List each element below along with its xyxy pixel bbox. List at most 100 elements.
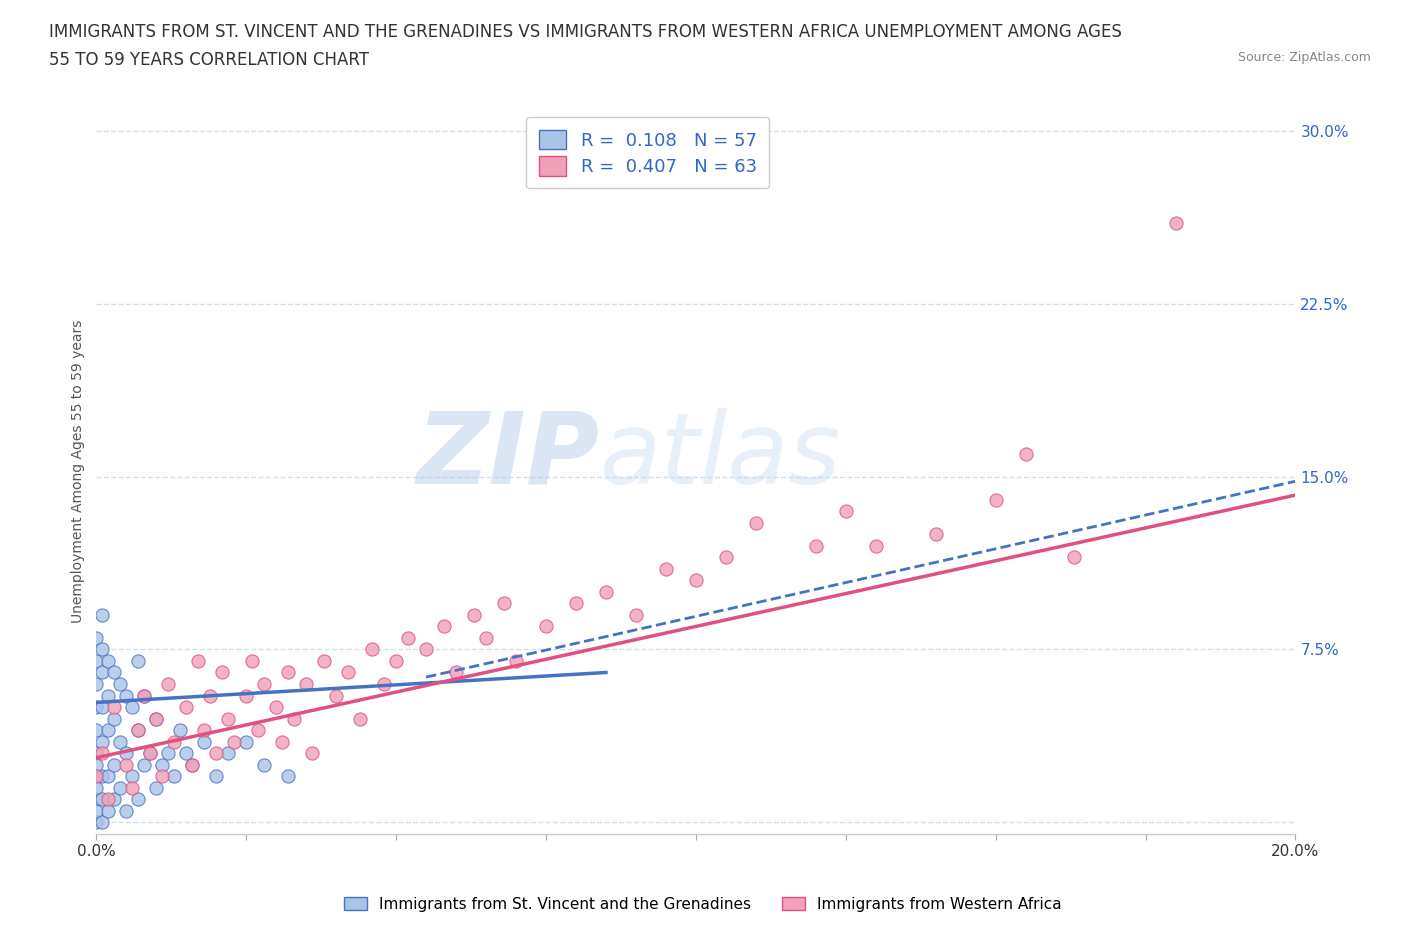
Point xyxy=(415,642,437,657)
Text: Source: ZipAtlas.com: Source: ZipAtlas.com xyxy=(1237,51,1371,64)
Point xyxy=(145,711,167,726)
Point xyxy=(127,654,149,669)
Point xyxy=(745,515,768,530)
Point xyxy=(253,677,276,692)
Point xyxy=(110,677,132,692)
Point xyxy=(349,711,371,726)
Legend: R =  0.108   N = 57, R =  0.407   N = 63: R = 0.108 N = 57, R = 0.407 N = 63 xyxy=(526,117,769,189)
Point xyxy=(492,596,515,611)
Point xyxy=(181,757,204,772)
Point xyxy=(205,746,228,761)
Point xyxy=(86,804,108,818)
Point xyxy=(86,791,108,806)
Point xyxy=(91,769,114,784)
Point xyxy=(127,723,149,737)
Point xyxy=(187,654,209,669)
Point xyxy=(804,538,827,553)
Y-axis label: Unemployment Among Ages 55 to 59 years: Unemployment Among Ages 55 to 59 years xyxy=(72,319,86,622)
Point xyxy=(127,791,149,806)
Text: IMMIGRANTS FROM ST. VINCENT AND THE GRENADINES VS IMMIGRANTS FROM WESTERN AFRICA: IMMIGRANTS FROM ST. VINCENT AND THE GREN… xyxy=(49,23,1122,41)
Point xyxy=(325,688,347,703)
Point xyxy=(91,642,114,657)
Point xyxy=(97,723,120,737)
Point xyxy=(217,746,239,761)
Point xyxy=(103,699,125,714)
Point xyxy=(110,780,132,795)
Point xyxy=(169,723,191,737)
Point xyxy=(271,734,294,749)
Point xyxy=(835,504,858,519)
Point xyxy=(1014,446,1036,461)
Point xyxy=(91,734,114,749)
Point xyxy=(121,769,143,784)
Point xyxy=(157,677,180,692)
Point xyxy=(337,665,360,680)
Point xyxy=(121,699,143,714)
Point xyxy=(240,654,263,669)
Point xyxy=(150,769,173,784)
Point xyxy=(205,769,228,784)
Point xyxy=(115,688,138,703)
Point xyxy=(277,665,299,680)
Point xyxy=(157,746,180,761)
Point xyxy=(134,688,156,703)
Point xyxy=(86,654,108,669)
Point xyxy=(86,815,108,830)
Point xyxy=(115,746,138,761)
Point xyxy=(121,780,143,795)
Point xyxy=(301,746,323,761)
Point xyxy=(110,734,132,749)
Point xyxy=(565,596,588,611)
Point xyxy=(247,723,270,737)
Point xyxy=(134,757,156,772)
Point xyxy=(150,757,173,772)
Point xyxy=(174,746,197,761)
Text: ZIP: ZIP xyxy=(418,408,600,505)
Point xyxy=(163,734,186,749)
Point xyxy=(97,791,120,806)
Point xyxy=(396,631,419,645)
Point xyxy=(235,688,257,703)
Point xyxy=(655,562,678,577)
Point xyxy=(115,804,138,818)
Point xyxy=(97,688,120,703)
Point xyxy=(86,769,108,784)
Point xyxy=(91,607,114,622)
Point xyxy=(86,780,108,795)
Point xyxy=(86,757,108,772)
Point xyxy=(145,780,167,795)
Point xyxy=(134,688,156,703)
Point xyxy=(91,815,114,830)
Text: 55 TO 59 YEARS CORRELATION CHART: 55 TO 59 YEARS CORRELATION CHART xyxy=(49,51,370,69)
Point xyxy=(97,654,120,669)
Point xyxy=(264,699,287,714)
Point xyxy=(433,619,456,634)
Point xyxy=(86,699,108,714)
Point xyxy=(463,607,485,622)
Point xyxy=(181,757,204,772)
Point xyxy=(211,665,233,680)
Point xyxy=(163,769,186,784)
Point xyxy=(534,619,557,634)
Point xyxy=(86,769,108,784)
Point xyxy=(200,688,222,703)
Point xyxy=(685,573,707,588)
Point xyxy=(1164,216,1187,231)
Point xyxy=(1063,550,1085,565)
Point xyxy=(295,677,318,692)
Point xyxy=(714,550,737,565)
Point xyxy=(925,526,948,541)
Point xyxy=(103,665,125,680)
Point xyxy=(984,492,1007,507)
Point xyxy=(385,654,408,669)
Point xyxy=(86,631,108,645)
Point xyxy=(115,757,138,772)
Point xyxy=(103,711,125,726)
Point xyxy=(193,723,215,737)
Point xyxy=(865,538,887,553)
Point xyxy=(283,711,305,726)
Point xyxy=(314,654,336,669)
Point xyxy=(224,734,246,749)
Point xyxy=(235,734,257,749)
Point xyxy=(373,677,395,692)
